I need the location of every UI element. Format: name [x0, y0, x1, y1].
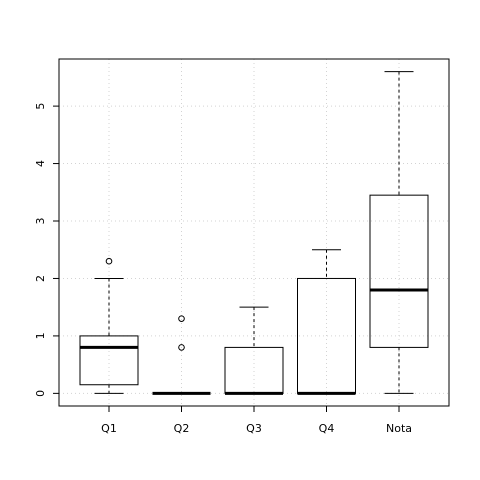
box-q2	[152, 315, 211, 395]
axes: 0 1 2 3 4 5 Q1 Q2 Q3 Q4 Nota	[34, 103, 412, 435]
box-q1	[79, 257, 139, 394]
outlier-point	[178, 344, 185, 351]
x-tick-label: Q1	[101, 422, 117, 435]
box-body	[369, 194, 429, 348]
y-tick-label: 0	[34, 390, 47, 397]
x-tick-label: Q3	[246, 422, 262, 435]
boxes	[79, 71, 429, 395]
grid	[59, 59, 449, 406]
box-nota	[369, 71, 429, 394]
y-tick-label: 3	[34, 218, 47, 225]
box-body	[79, 335, 139, 386]
y-tick-label: 5	[34, 103, 47, 110]
box-body	[224, 346, 284, 394]
box-q3	[224, 306, 284, 395]
x-tick-label: Q2	[174, 422, 190, 435]
outlier-point	[105, 257, 113, 265]
outlier-point	[178, 315, 185, 322]
x-tick-label: Nota	[386, 422, 412, 435]
y-tick-label: 1	[34, 332, 47, 339]
y-tick-label: 4	[34, 160, 47, 167]
y-tick-label: 2	[34, 275, 47, 282]
x-tick-label: Q4	[319, 422, 335, 435]
box-q4	[297, 249, 356, 395]
